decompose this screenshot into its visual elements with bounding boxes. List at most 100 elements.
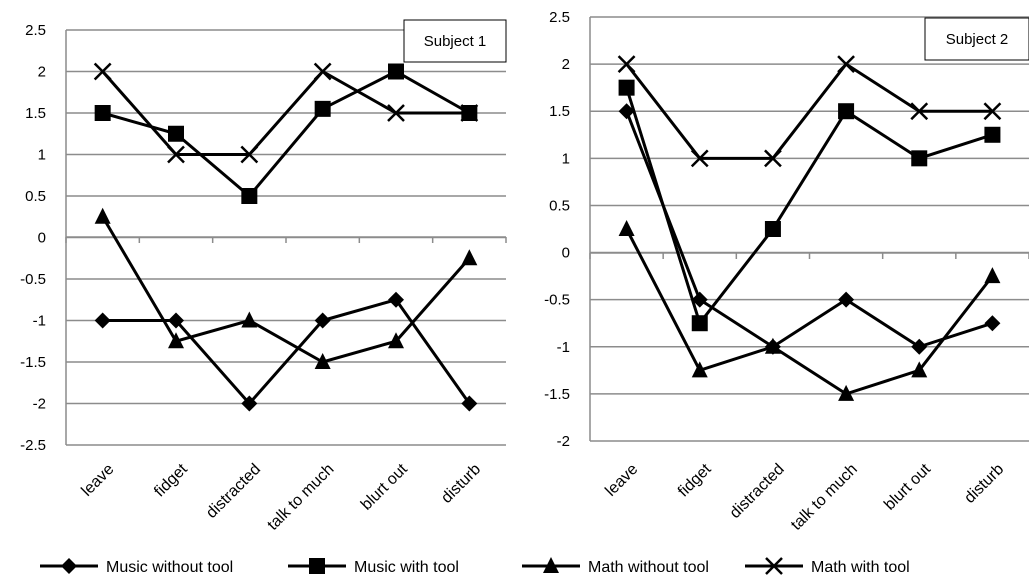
series-line-music-with-tool	[625, 87, 993, 327]
category-label-distracted: distracted	[727, 461, 788, 522]
y-tick-label: 1.5	[549, 103, 570, 120]
data-point-math-with-tool-fidget	[167, 145, 185, 164]
legend-marker	[61, 558, 77, 574]
data-point-music-with-tool-talk-to-much	[314, 100, 331, 117]
legend-marker	[309, 558, 325, 574]
data-point-music-without-tool-leave	[618, 103, 635, 120]
data-point-music-without-tool-disturb	[461, 395, 478, 412]
x-marker-stroke	[690, 149, 709, 168]
diamond-marker	[911, 338, 928, 355]
legend-label: Math with tool	[811, 559, 910, 576]
chart-subject-2: 2.5 2 1.5 1 0.5 0 -0.5 -1 -1.5 -2 leave fidget distr…	[544, 9, 1029, 534]
data-point-music-without-tool-fidget	[691, 291, 708, 308]
data-point-math-with-tool-blurt-out	[387, 104, 405, 122]
y-tick-label: 2.5	[25, 22, 46, 39]
legend-marker	[543, 557, 559, 573]
data-point-math-with-tool-leave	[617, 55, 636, 73]
y-tick-label: 2.5	[549, 9, 570, 26]
data-point-math-with-tool-blurt-out	[910, 102, 929, 121]
x-marker-stroke	[387, 104, 405, 122]
category-label-talk-to-much: talk to much	[788, 461, 861, 534]
data-point-music-with-tool-distracted	[241, 188, 258, 204]
category-label-leave: leave	[602, 461, 641, 500]
triangle-marker	[314, 353, 331, 369]
data-point-music-with-tool-fidget	[168, 125, 184, 142]
diamond-marker	[838, 291, 855, 308]
data-point-music-with-tool-blurt-out	[911, 150, 928, 167]
x-marker-stroke	[93, 62, 112, 81]
diamond-marker	[241, 395, 258, 412]
square-marker	[388, 63, 404, 80]
data-point-math-without-tool-distracted	[764, 337, 781, 354]
data-point-music-without-tool-talk-to-much	[314, 312, 331, 329]
diamond-marker	[314, 312, 331, 329]
triangle-marker	[543, 557, 559, 573]
x-marker-stroke	[765, 557, 783, 575]
series-line-math-without-tool	[101, 215, 471, 364]
y-tick-label: 1.5	[25, 105, 46, 122]
y-tick-label: -2.5	[20, 437, 46, 454]
diamond-marker	[984, 315, 1001, 332]
triangle-marker	[911, 361, 928, 378]
triangle-marker	[461, 249, 478, 266]
legend-marker	[765, 557, 783, 575]
triangle-marker	[838, 384, 855, 401]
data-point-math-without-tool-disturb	[461, 249, 478, 266]
y-tick-label: -1	[557, 339, 570, 356]
square-marker	[309, 558, 325, 574]
data-point-math-without-tool-blurt-out	[388, 332, 404, 349]
category-label-blurt-out: blurt out	[881, 460, 934, 513]
square-marker	[314, 100, 331, 117]
x-marker-stroke	[617, 55, 636, 73]
y-tick-label: 1	[38, 147, 46, 164]
chart-title-box	[403, 19, 507, 63]
category-label-disturb: disturb	[438, 461, 484, 507]
square-marker	[691, 315, 708, 332]
x-marker-stroke	[910, 102, 929, 121]
data-point-music-without-tool-blurt-out	[388, 291, 404, 308]
chart-title: Subject 1	[424, 33, 487, 50]
data-point-math-with-tool-fidget	[690, 149, 709, 168]
y-tick-label: 2	[562, 56, 570, 73]
legend-label: Music without tool	[106, 559, 233, 576]
series-line-music-with-tool	[102, 69, 471, 199]
legend-item-music-with-tool: Music with tool	[288, 558, 459, 576]
data-point-music-without-tool-disturb	[984, 315, 1001, 332]
y-tick-label: 0	[38, 230, 46, 247]
x-marker-stroke	[240, 145, 259, 164]
category-label-leave: leave	[78, 461, 117, 500]
data-point-math-without-tool-talk-to-much	[314, 353, 331, 369]
data-point-music-with-tool-fidget	[691, 315, 708, 332]
data-point-music-without-tool-fidget	[168, 312, 184, 329]
y-tick-label: 0	[562, 245, 570, 262]
data-point-music-without-tool-distracted	[241, 395, 258, 412]
diamond-marker	[94, 312, 111, 329]
data-point-music-with-tool-talk-to-much	[838, 103, 855, 120]
diamond-marker	[461, 395, 478, 412]
x-marker-stroke	[837, 55, 855, 73]
y-tick-label: -0.5	[20, 271, 46, 288]
y-tick-label: -2	[557, 433, 570, 450]
square-marker	[241, 188, 258, 204]
legend-label: Math without tool	[588, 559, 709, 576]
square-marker	[618, 79, 635, 96]
data-point-math-with-tool-talk-to-much	[837, 55, 855, 73]
diamond-marker	[61, 558, 77, 574]
y-tick-label: -1.5	[20, 354, 46, 371]
data-point-math-with-tool-disturb	[983, 102, 1002, 121]
square-marker	[911, 150, 928, 167]
triangle-marker	[388, 332, 404, 349]
diamond-marker	[388, 291, 404, 308]
x-marker-stroke	[313, 62, 332, 81]
data-point-math-with-tool-disturb	[460, 104, 479, 122]
category-label-blurt-out: blurt out	[358, 460, 411, 513]
square-marker	[984, 126, 1001, 143]
data-point-math-without-tool-leave	[618, 220, 635, 236]
chart-title: Subject 2	[946, 31, 1009, 48]
x-marker-stroke	[764, 149, 782, 168]
square-marker	[838, 103, 855, 120]
data-point-music-with-tool-leave	[94, 105, 111, 121]
legend-item-math-without-tool: Math without tool	[522, 557, 709, 576]
